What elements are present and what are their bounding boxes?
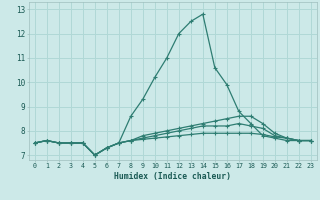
X-axis label: Humidex (Indice chaleur): Humidex (Indice chaleur) <box>114 172 231 181</box>
